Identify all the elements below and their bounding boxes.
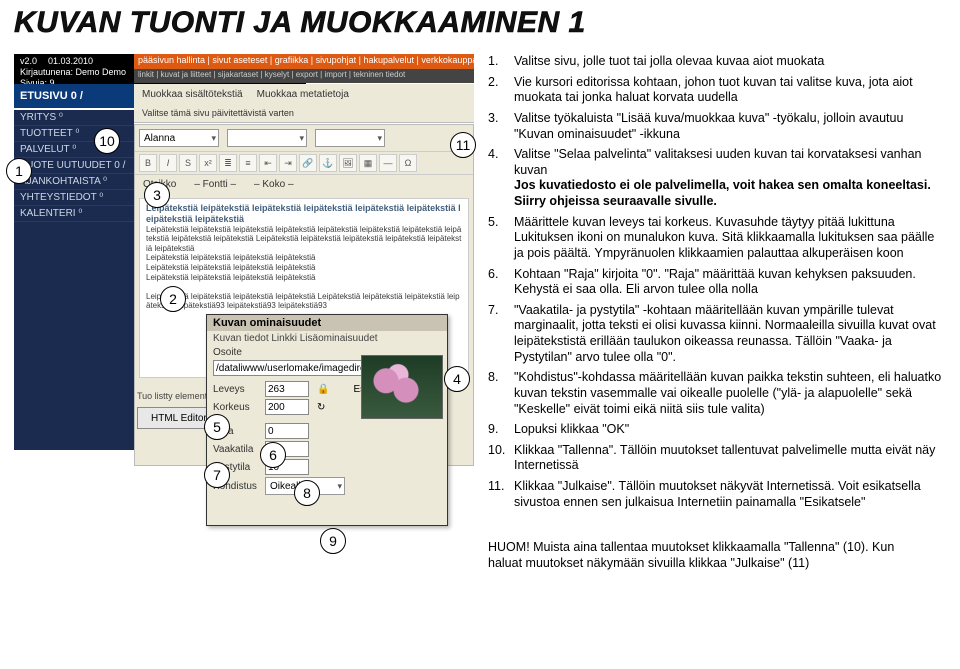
tab-row: Muokkaa sisältötekstiä Muokkaa metatieto…	[134, 84, 474, 105]
hint-row: Valitse tämä sivu päivitettävistä varten	[134, 104, 474, 123]
version-date: 01.03.2010	[48, 56, 93, 67]
popup-preview-image	[361, 355, 443, 419]
bold-icon[interactable]: B	[139, 154, 157, 172]
step-num: 11.	[488, 479, 514, 510]
layout-dropdown[interactable]: Alanna	[139, 129, 219, 147]
callout-8: 8	[294, 480, 320, 506]
left-sidebar: YRITYS ⁰ TUOTTEET ⁰ PALVELUT ⁰ TUOTE UUT…	[14, 110, 134, 450]
callout-2: 2	[160, 286, 186, 312]
page-title: KUVAN TUONTI JA MUOKKAAMINEN 1	[14, 6, 946, 40]
outdent-icon[interactable]: ⇤	[259, 154, 277, 172]
sidebar-item[interactable]: YRITYS ⁰	[14, 110, 134, 126]
screenshot-mock: v2.0 01.03.2010 Kirjautunena: Demo Demo …	[14, 54, 474, 534]
popup-path-field[interactable]	[213, 360, 367, 376]
below-hint: Tuo listty elementti	[137, 391, 212, 401]
anchor-icon[interactable]: ⚓	[319, 154, 337, 172]
popup-title: Kuvan ominaisuudet	[207, 315, 447, 331]
font-family-label: – Fontti –	[194, 179, 236, 190]
step-num: 2.	[488, 75, 514, 106]
popup-korkeus-field[interactable]	[265, 399, 309, 415]
sidebar-item[interactable]: YHTEYSTIEDOT ⁰	[14, 190, 134, 206]
font-row: Otsikko – Fontti – – Koko –	[135, 175, 473, 194]
instructions-column: 1.Valitse sivu, jolle tuot tai jolla ole…	[488, 54, 946, 572]
step-num: 6.	[488, 267, 514, 298]
step-num: 3.	[488, 111, 514, 142]
lorem-heading: Leipätekstiä leipätekstiä leipätekstiä l…	[146, 203, 462, 225]
strike-icon[interactable]: S	[179, 154, 197, 172]
link-icon[interactable]: 🔗	[299, 154, 317, 172]
step-num: 4.	[488, 147, 514, 210]
popup-leveys-label: Leveys	[213, 384, 261, 395]
callout-1: 1	[6, 158, 32, 184]
bottom-note: HUOM! Muista aina tallentaa muutokset kl…	[488, 540, 908, 571]
callout-4: 4	[444, 366, 470, 392]
image-icon[interactable]: 🖼	[339, 154, 357, 172]
top-navbar[interactable]: pääsivun hallinta | sivut aseteset | gra…	[134, 54, 474, 70]
step-text: Klikkaa "Julkaise". Tällöin muutokset nä…	[514, 479, 946, 510]
callout-6: 6	[260, 442, 286, 468]
layout-dropdown3[interactable]	[315, 129, 385, 147]
popup-raja-field[interactable]	[265, 423, 309, 439]
step-num: 5.	[488, 215, 514, 262]
lorem-body: Leipätekstiä leipätekstiä leipätekstiä l…	[146, 225, 462, 311]
tab-edit-meta[interactable]: Muokkaa metatietoja	[257, 89, 349, 100]
step-text: Valitse sivu, jolle tuot tai jolla oleva…	[514, 54, 946, 70]
step-text: Klikkaa "Tallenna". Tällöin muutokset ta…	[514, 443, 946, 474]
font-size-label: – Koko –	[254, 179, 293, 190]
layout-dropdown2[interactable]	[227, 129, 307, 147]
step-num: 10.	[488, 443, 514, 474]
step-num: 9.	[488, 422, 514, 438]
popup-osoite-label: Osoite	[213, 347, 261, 358]
toolbar-icons: B I S x² ≣ ≡ ⇤ ⇥ 🔗 ⚓ 🖼 ▦ — Ω	[135, 151, 473, 175]
tab-edit-content[interactable]: Muokkaa sisältötekstiä	[142, 89, 243, 100]
breadcrumb-etusivu[interactable]: ETUSIVU 0 /	[14, 84, 140, 108]
sup-icon[interactable]: x²	[199, 154, 217, 172]
numlist-icon[interactable]: ≡	[239, 154, 257, 172]
sidebar-item[interactable]: AJANKOHTAISTA ⁰	[14, 174, 134, 190]
step-text: Lopuksi klikkaa "OK"	[514, 422, 946, 438]
hr-icon[interactable]: —	[379, 154, 397, 172]
sidebar-item[interactable]: KALENTERI ⁰	[14, 206, 134, 222]
step-num: 8.	[488, 370, 514, 417]
refresh-icon[interactable]: ↻	[317, 402, 325, 413]
callout-7: 7	[204, 462, 230, 488]
popup-korkeus-label: Korkeus	[213, 402, 261, 413]
step-text: Määrittele kuvan leveys tai korkeus. Kuv…	[514, 215, 946, 262]
indent-icon[interactable]: ⇥	[279, 154, 297, 172]
step-text: Kohtaan "Raja" kirjoita "0". "Raja" määr…	[514, 267, 946, 298]
callout-10: 10	[94, 128, 120, 154]
step-text: Vie kursori editorissa kohtaan, johon tu…	[514, 75, 946, 106]
step-num: 7.	[488, 303, 514, 366]
step-text: "Vaakatila- ja pystytila" -kohtaan määri…	[514, 303, 946, 366]
lock-icon[interactable]: 🔒	[317, 384, 329, 395]
step-num: 1.	[488, 54, 514, 70]
popup-leveys-field[interactable]	[265, 381, 309, 397]
sub-navbar[interactable]: linkit | kuvat ja liitteet | sijakartase…	[134, 69, 474, 83]
list-icon[interactable]: ≣	[219, 154, 237, 172]
popup-vaakatila-label: Vaakatila	[213, 444, 261, 455]
image-properties-popup: Kuvan ominaisuudet Kuvan tiedot Linkki L…	[206, 314, 448, 526]
sidebar-item[interactable]: TUOTE UUTUUDET 0 /	[14, 158, 134, 174]
callout-3: 3	[144, 182, 170, 208]
table-icon[interactable]: ▦	[359, 154, 377, 172]
step-text: Valitse "Selaa palvelinta" valitaksesi u…	[514, 147, 946, 210]
italic-icon[interactable]: I	[159, 154, 177, 172]
callout-5: 5	[204, 414, 230, 440]
popup-tabs[interactable]: Kuvan tiedot Linkki Lisäominaisuudet	[207, 331, 447, 346]
callout-11: 11	[450, 132, 476, 158]
step-text: "Kohdistus"-kohdassa määritellään kuvan …	[514, 370, 946, 417]
char-icon[interactable]: Ω	[399, 154, 417, 172]
callout-9: 9	[320, 528, 346, 554]
step-text: Valitse työkaluista "Lisää kuva/muokkaa …	[514, 111, 946, 142]
